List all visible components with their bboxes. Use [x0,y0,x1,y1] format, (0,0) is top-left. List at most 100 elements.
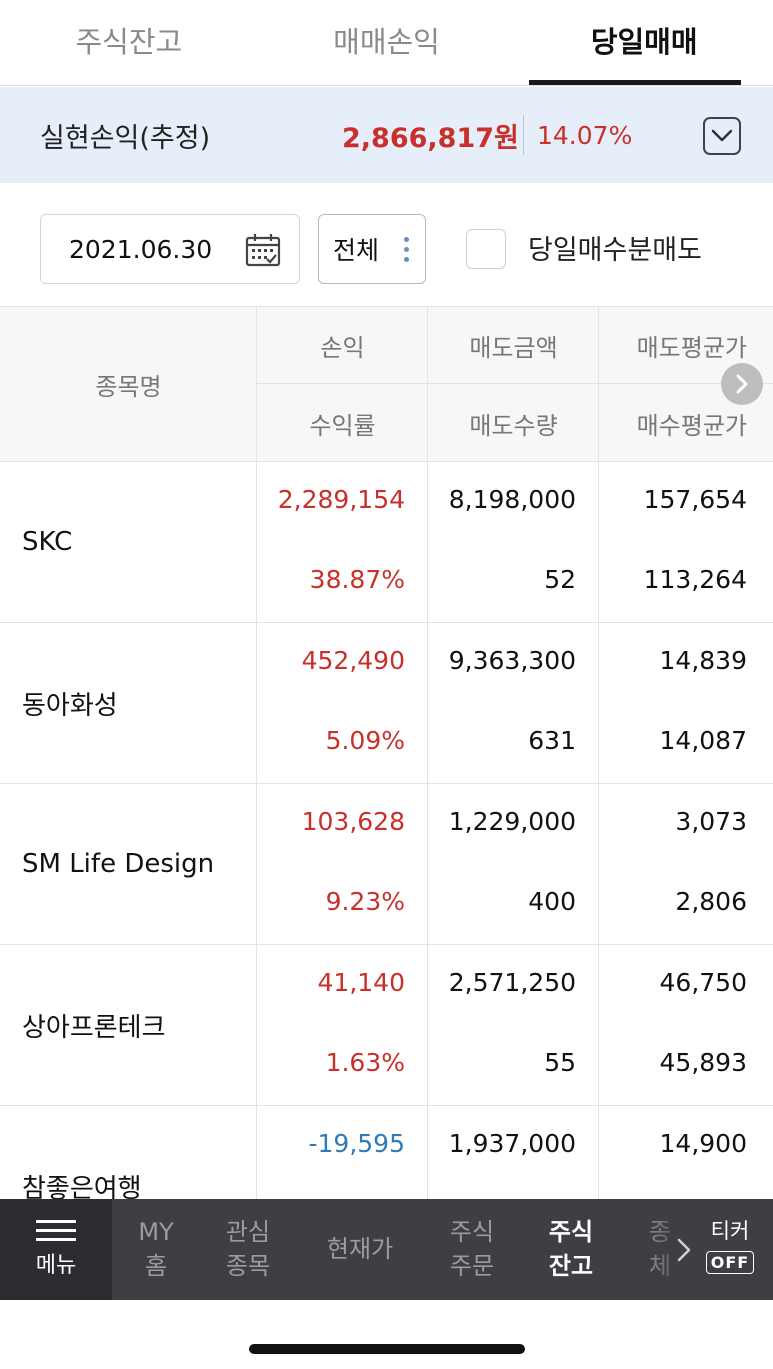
chevron-right-icon[interactable] [676,1237,692,1263]
realized-profit-summary: 실현손익(추정) 2,866,817원 14.07% [0,87,773,183]
buy-avg-price-value: 45,893 [659,1048,747,1077]
cell-divider [256,623,257,783]
return-rate-value: 38.87% [309,565,405,594]
cell-divider [427,1106,428,1199]
buy-avg-price-value: 14,087 [659,726,747,755]
ticker-toggle[interactable]: 티커 OFF [700,1215,760,1274]
stock-name: SKC [22,527,73,557]
header-profit: 손익 [320,334,365,362]
nav-label: 관심 [225,1217,271,1246]
tab-label: 주식잔고 [75,24,183,59]
cell-divider [598,945,599,1105]
sell-quantity-value: 52 [544,565,576,594]
stock-name: 동아화성 [22,690,118,721]
date-value: 2021.06.30 [69,234,213,264]
tab-label: 당일매매 [590,24,698,59]
profit-value: 103,628 [301,807,405,836]
summary-divider [523,115,524,155]
menu-label: 메뉴 [35,1253,77,1278]
more-vertical-icon [404,237,409,262]
sell-avg-price-value: 14,839 [659,646,747,675]
summary-expand-button[interactable] [703,117,741,155]
cell-divider [256,462,257,622]
nav-label: 현재가 [326,1234,394,1263]
header-divider [598,307,599,462]
return-rate-value: 9.23% [325,887,405,916]
sell-amount-value: 1,229,000 [448,807,576,836]
profit-value: 452,490 [301,646,405,675]
sell-amount-value: 8,198,000 [448,485,576,514]
same-day-buy-sell-label[interactable]: 당일매수분매도 [528,235,702,266]
profit-value: 41,140 [317,968,405,997]
date-picker[interactable]: 2021.06.30 [40,214,300,284]
nav-my-home[interactable]: MY 홈 [112,1199,200,1300]
bottom-navigation: 메뉴 MY 홈 관심 종목 현재가 주식 주문 주식 잔고 종 체 티커 OFF [0,1199,773,1300]
cell-divider [256,1106,257,1199]
stock-name: 참좋은여행 [22,1173,142,1200]
sell-avg-price-value: 157,654 [643,485,747,514]
header-sell-amount: 매도금액 [469,334,558,362]
profit-value: -19,595 [308,1129,406,1158]
top-tab-bar: 주식잔고 매매손익 당일매매 [0,0,773,86]
ticker-state-badge: OFF [705,1251,755,1274]
table-row[interactable]: SKC 2,289,154 38.87% 8,198,000 52 157,654 113,… [0,462,773,623]
cell-divider [598,1106,599,1199]
sell-quantity-value: 631 [528,726,576,755]
header-divider [257,383,773,384]
nav-current-price[interactable]: 현재가 [310,1199,410,1300]
chevron-right-icon [736,374,748,394]
calendar-icon [245,234,281,267]
cell-divider [427,784,428,944]
nav-label: 홈 [144,1251,168,1280]
cell-divider [256,784,257,944]
summary-label: 실현손익(추정) [40,122,211,154]
buy-avg-price-value: 2,806 [675,887,747,916]
cell-divider [598,462,599,622]
sell-amount-value: 2,571,250 [448,968,576,997]
header-divider [427,307,428,462]
header-stock-name: 종목명 [95,373,162,401]
nav-label: 주문 [449,1251,495,1280]
return-rate-value: 1.63% [325,1048,405,1077]
stock-name: 상아프론테크 [22,1012,166,1043]
sell-avg-price-value: 14,900 [659,1129,747,1158]
same-day-buy-sell-checkbox[interactable] [466,229,506,269]
cell-divider [427,945,428,1105]
nav-stock-balance[interactable]: 주식 잔고 [527,1199,615,1300]
scroll-right-button[interactable] [721,363,763,405]
nav-label: 주식 [449,1217,495,1246]
tab-stock-balance[interactable]: 주식잔고 [0,0,258,85]
sell-avg-price-value: 3,073 [675,807,747,836]
filter-select[interactable]: 전체 [318,214,426,284]
chevron-down-icon [711,129,733,142]
cell-divider [427,623,428,783]
ticker-label: 티커 [710,1219,750,1243]
menu-button[interactable]: 메뉴 [0,1199,112,1300]
nav-watchlist[interactable]: 관심 종목 [204,1199,292,1300]
header-buy-avg-price: 매수평균가 [636,411,747,440]
nav-label: 주식 [548,1217,594,1246]
summary-rate: 14.07% [537,120,633,150]
profit-value: 2,289,154 [277,485,405,514]
tab-trade-profit[interactable]: 매매손익 [258,0,516,85]
nav-label: MY [138,1217,174,1246]
table-row[interactable]: 상아프론테크 41,140 1.63% 2,571,250 55 46,750 45,893 [0,945,773,1106]
table-row[interactable]: 동아화성 452,490 5.09% 9,363,300 631 14,839 14,087 [0,623,773,784]
sell-quantity-value: 55 [544,1048,576,1077]
nav-label: 잔고 [548,1251,594,1280]
header-sell-avg-price: 매도평균가 [636,334,747,362]
return-rate-value: 5.09% [325,726,405,755]
cell-divider [427,462,428,622]
cell-divider [256,945,257,1105]
tab-label: 매매손익 [333,24,440,59]
sell-avg-price-value: 46,750 [659,968,747,997]
table-row[interactable]: SM Life Design 103,628 9.23% 1,229,000 400 3,… [0,784,773,945]
nav-stock-order[interactable]: 주식 주문 [428,1199,516,1300]
sell-amount-value: 9,363,300 [448,646,576,675]
header-divider [256,307,257,462]
sell-amount-value: 1,937,000 [448,1129,576,1158]
tab-day-trade[interactable]: 당일매매 [515,0,773,85]
home-indicator [249,1344,525,1354]
header-return-rate: 수익률 [309,411,376,440]
table-row[interactable]: 참좋은여행 -19,595 1,937,000 14,900 [0,1106,773,1199]
